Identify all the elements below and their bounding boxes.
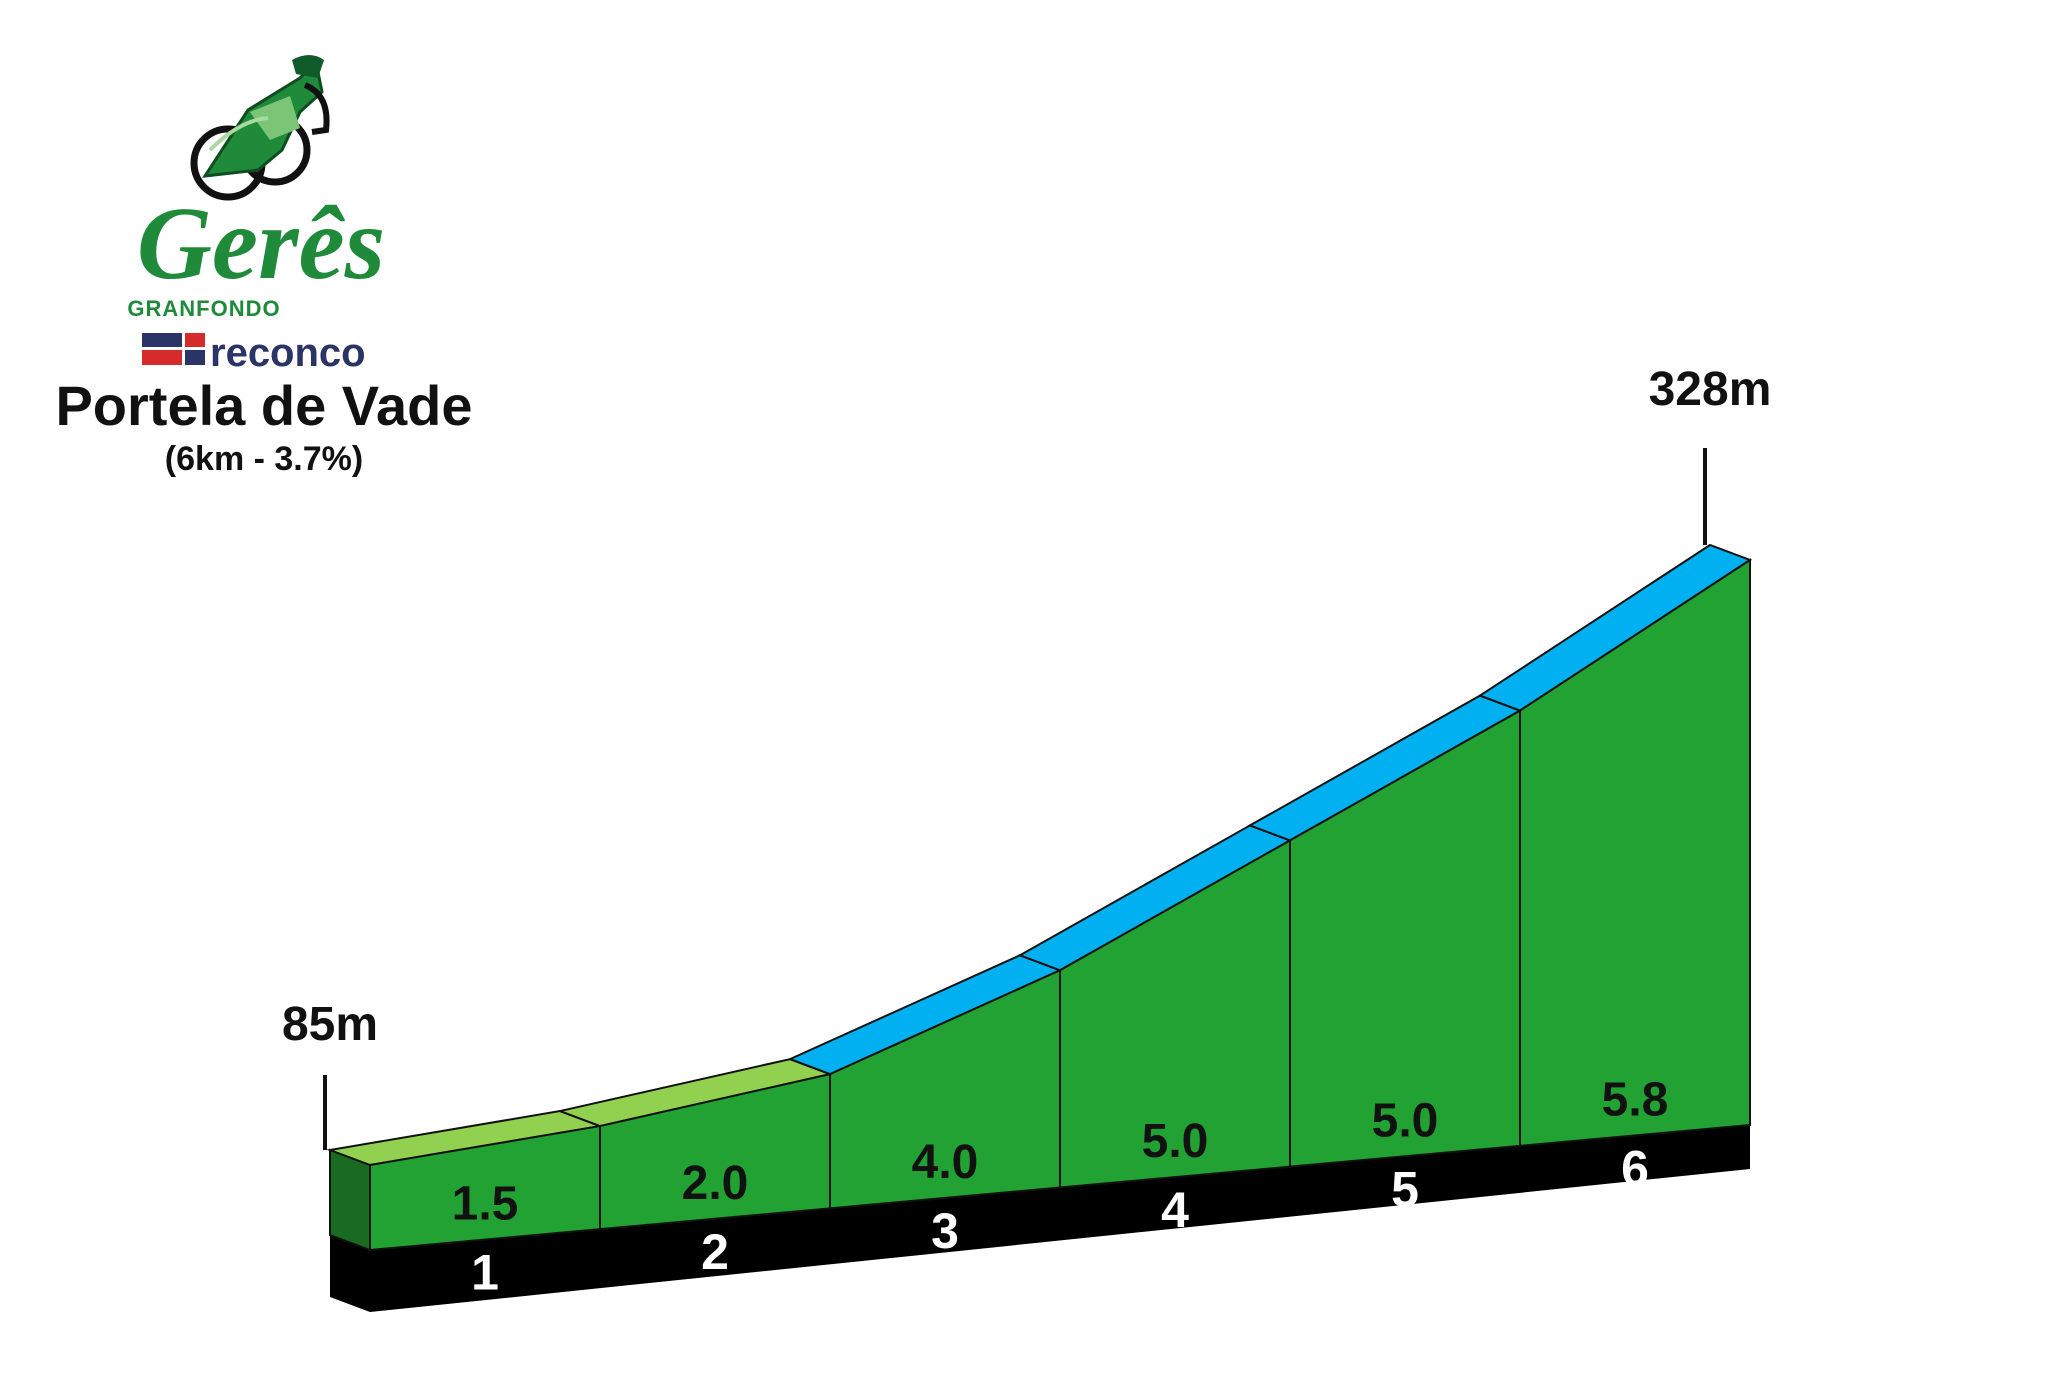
gradient-label-6: 5.8 — [1602, 1073, 1669, 1126]
gradient-label-4: 5.0 — [1142, 1115, 1209, 1168]
km-marker-5: 5 — [1391, 1161, 1419, 1217]
km-marker-4: 4 — [1161, 1182, 1189, 1238]
sponsor-name: reconco — [210, 331, 366, 375]
climb-title: Portela de Vade — [55, 374, 472, 437]
sponsor-logo-icon — [142, 333, 205, 365]
cyclist-logo-icon — [190, 55, 330, 201]
gradient-label-1: 1.5 — [452, 1178, 519, 1231]
profile-front-face — [329, 1148, 371, 1252]
climb-summary: (6km - 3.7%) — [165, 440, 363, 478]
profile-segment-6 — [1519, 558, 1751, 1147]
gradient-label-2: 2.0 — [682, 1157, 749, 1210]
km-marker-3: 3 — [931, 1203, 959, 1259]
start-elevation-label: 85m — [282, 998, 378, 1051]
brand-wordmark: Gerês — [137, 186, 385, 301]
km-marker-2: 2 — [701, 1224, 729, 1280]
brand-subtitle: GRANFONDO — [127, 296, 280, 321]
profile-base — [330, 1125, 1750, 1312]
km-marker-6: 6 — [1621, 1140, 1649, 1196]
end-elevation-label: 328m — [1649, 363, 1772, 416]
gradient-label-5: 5.0 — [1372, 1094, 1439, 1147]
km-marker-1: 1 — [471, 1245, 499, 1301]
gradient-label-3: 4.0 — [912, 1136, 979, 1189]
